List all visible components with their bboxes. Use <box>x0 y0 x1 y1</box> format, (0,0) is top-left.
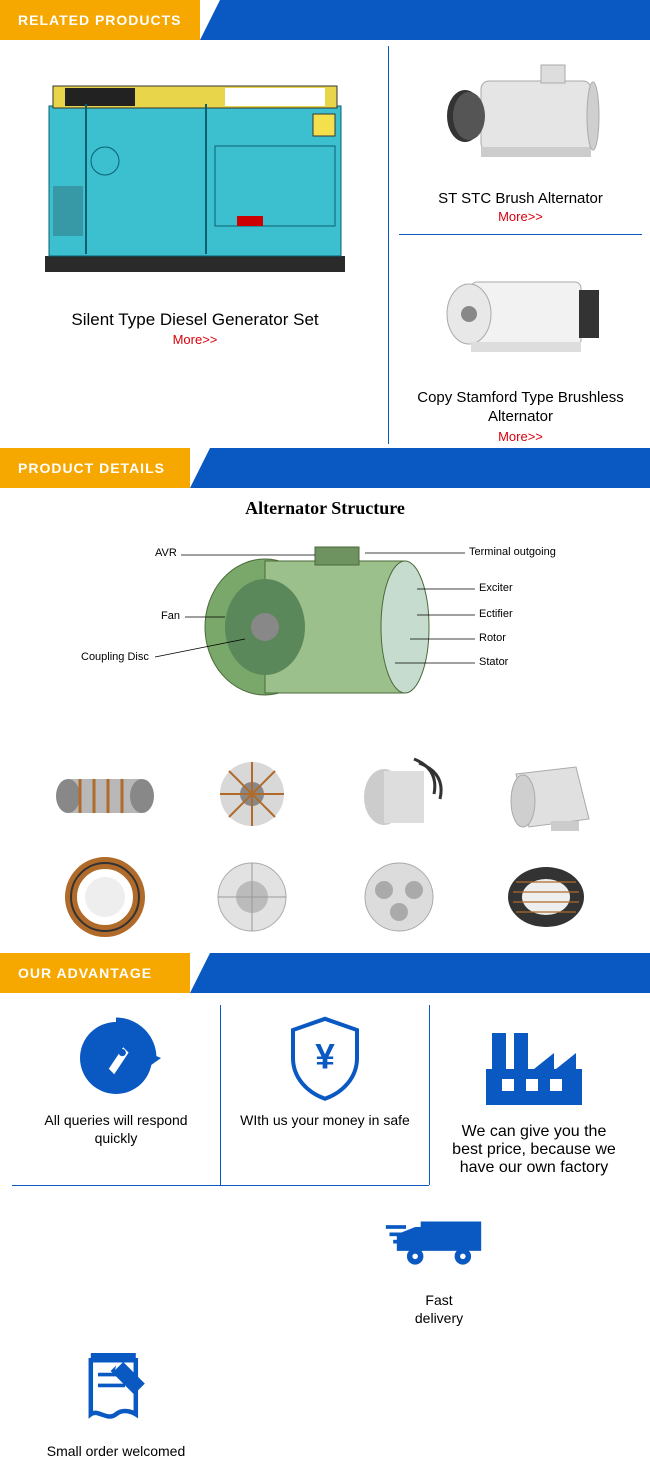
diagram-label: Stator <box>479 656 508 668</box>
rocket-circle-icon <box>71 1013 161 1103</box>
more-link[interactable]: More <box>399 209 642 224</box>
product-title: ST STC Brush Alternator <box>399 190 642 207</box>
brushless-alternator-image <box>399 245 642 385</box>
section-header-details: PRODUCT DETAILS <box>0 448 650 488</box>
factory-icon <box>474 1013 594 1123</box>
advantage-text: We can give you the best price, because … <box>449 1123 619 1177</box>
diagram-label: Ectifier <box>479 608 513 620</box>
advantage-item: ¥ WIth us your money in safe <box>221 1005 429 1157</box>
header-tail <box>190 448 650 488</box>
diagram-label: AVR <box>155 547 177 559</box>
part-image <box>334 850 463 945</box>
diagram-label: Fan <box>161 610 180 622</box>
diagram-label: Rotor <box>479 632 506 644</box>
diagram-label: Terminal outgoing <box>469 546 556 558</box>
advantage-item: All queries will respond quickly <box>12 1005 220 1157</box>
brush-alternator-image <box>399 46 642 186</box>
part-image <box>334 747 463 842</box>
parts-grid <box>0 733 650 953</box>
diesel-generator-image <box>8 46 382 306</box>
more-link[interactable]: More <box>8 332 382 347</box>
product-details-body: Alternator Structure AVR Fan Coupling Di… <box>0 488 650 733</box>
advantage-item: Small order welcomed <box>12 1336 220 1469</box>
part-image <box>40 850 169 945</box>
part-image <box>40 747 169 842</box>
divider <box>12 1185 429 1186</box>
section-heading: PRODUCT DETAILS <box>0 448 190 488</box>
diagram-label: Coupling Disc <box>81 651 149 663</box>
diagram-label: Exciter <box>479 582 513 594</box>
diagram-title: Alternator Structure <box>30 498 620 519</box>
header-tail <box>200 0 650 40</box>
part-image <box>187 850 316 945</box>
section-header-related: RELATED PRODUCTS <box>0 0 650 40</box>
part-image <box>481 850 610 945</box>
advantage-text: WIth us your money in safe <box>240 1111 410 1130</box>
header-tail <box>190 953 650 993</box>
product-card-brush-alternator[interactable]: ST STC Brush Alternator More <box>399 46 642 224</box>
part-image <box>481 747 610 842</box>
divider <box>399 234 642 235</box>
alternator-diagram: AVR Fan Coupling Disc Terminal outgoing … <box>65 527 585 727</box>
part-image <box>187 747 316 842</box>
advantage-text: Small order welcomed <box>47 1442 186 1461</box>
related-products-grid: Silent Type Diesel Generator Set More ST… <box>0 40 650 448</box>
more-link[interactable]: More <box>399 429 642 444</box>
product-title: Silent Type Diesel Generator Set <box>8 310 382 330</box>
section-heading: RELATED PRODUCTS <box>0 0 200 40</box>
note-pencil-icon <box>71 1344 161 1434</box>
section-header-advantage: OUR ADVANTAGE <box>0 953 650 993</box>
shield-yen-icon: ¥ <box>285 1013 365 1103</box>
product-card-brushless-alternator[interactable]: Copy Stamford Type Brushless Alternator … <box>399 245 642 444</box>
advantage-grid: All queries will respond quickly ¥ WIth … <box>0 993 650 1479</box>
section-heading: OUR ADVANTAGE <box>0 953 190 993</box>
svg-text:¥: ¥ <box>315 1037 335 1076</box>
product-card-diesel[interactable]: Silent Type Diesel Generator Set More <box>8 46 382 347</box>
advantage-item-factory: We can give you the best price, because … <box>430 1005 638 1185</box>
product-title: Copy Stamford Type Brushless Alternator <box>399 389 642 427</box>
advantage-text: All queries will respond quickly <box>22 1111 210 1149</box>
